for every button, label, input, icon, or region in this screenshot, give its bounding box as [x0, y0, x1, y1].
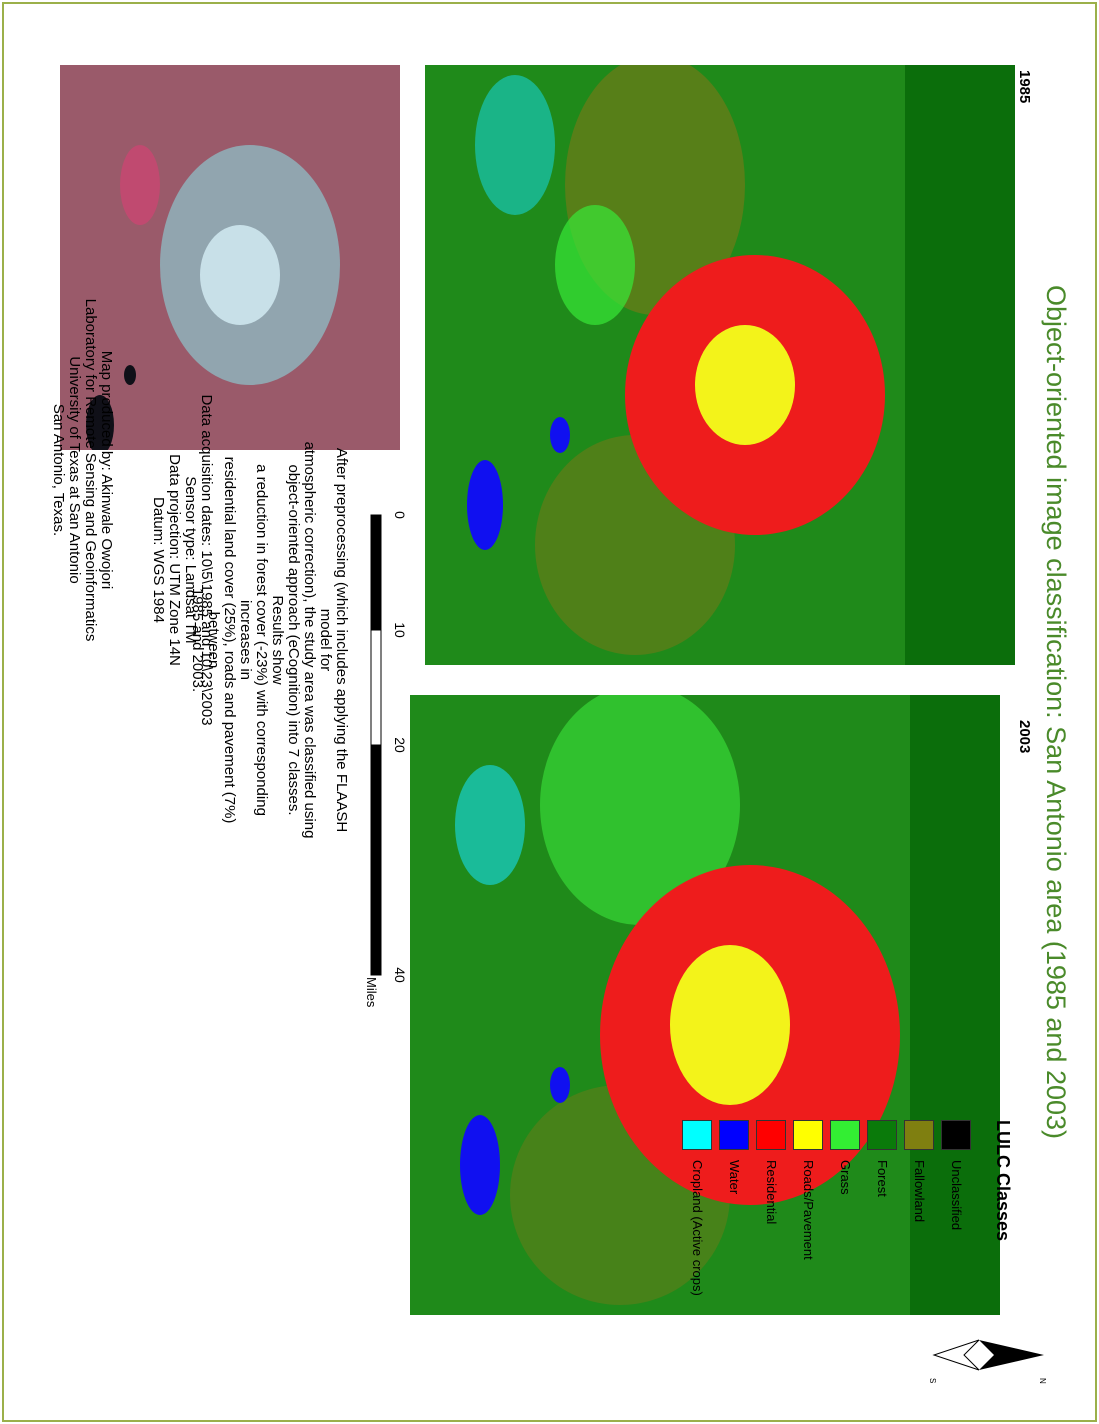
legend-swatch: [793, 1120, 823, 1150]
scale-segment: [371, 515, 381, 630]
map-label: 1985: [1016, 70, 1033, 103]
north-label: N: [1038, 1378, 1047, 1384]
legend-label: Water: [727, 1160, 742, 1194]
legend-label: Roads/Pavement: [801, 1160, 816, 1260]
legend-swatch: [682, 1120, 712, 1150]
legend-swatch: [941, 1120, 971, 1150]
scale-label: 20: [392, 737, 408, 753]
scale-bar: 0 10 20 40 Miles: [364, 500, 409, 1040]
scale-segment: [371, 630, 381, 745]
page: Object-oriented image classification: Sa…: [0, 0, 1099, 1424]
metadata-line: Datum: WGS 1984: [150, 360, 166, 760]
legend-label: Fallowland: [912, 1160, 927, 1222]
legend-swatch: [719, 1120, 749, 1150]
description-line: atmospheric correction), the study area …: [301, 440, 317, 840]
metadata-line: Data acquisition dates: 10\5\1985 and 10…: [198, 360, 214, 760]
legend-swatch: [756, 1120, 786, 1150]
legend-label: Cropland (Active crops): [690, 1160, 705, 1296]
legend-swatch: [830, 1120, 860, 1150]
legend-label: Residential: [764, 1160, 779, 1224]
map-title: Object-oriented image classification: Sa…: [1040, 0, 1071, 1424]
metadata: Data acquisition dates: 10\5\1985 and 10…: [150, 360, 214, 760]
map-label: 2003: [1016, 720, 1033, 753]
classified-map-1985: [425, 65, 1015, 665]
scale-label: 40: [392, 967, 408, 983]
scale-segment: [371, 745, 381, 975]
legend-label: Unclassified: [949, 1160, 964, 1230]
scale-label: 0: [392, 511, 408, 519]
map-layout: Object-oriented image classification: Sa…: [0, 0, 1099, 1424]
scale-unit: Miles: [364, 977, 379, 1008]
legend-label: Grass: [838, 1160, 853, 1195]
description-line: object-oriented approach (eCognition) in…: [269, 440, 301, 840]
scale-label: 10: [392, 622, 408, 638]
legend-label: Forest: [875, 1160, 890, 1197]
credit-line: San Antonio, Texas.: [50, 270, 66, 670]
north-arrow: N S: [924, 1330, 1054, 1390]
legend: LULC Classes Unclassified Fallowland Fores…: [423, 1120, 1013, 1350]
south-label: S: [928, 1378, 937, 1383]
legend-swatch: [867, 1120, 897, 1150]
description-line: After preprocessing (which includes appl…: [317, 440, 349, 840]
credit-line: University of Texas at San Antonio: [66, 270, 82, 670]
legend-swatch: [904, 1120, 934, 1150]
description-line: a reduction in forest cover (-23%) with …: [237, 440, 269, 840]
metadata-line: Sensor type: Landsat TM: [182, 360, 198, 760]
credit-line: Laboratory for Remote Sensing and Geoinf…: [82, 270, 98, 670]
legend-title: LULC Classes: [992, 1120, 1013, 1241]
credit-line: Map produced by: Akinwale Owojori: [98, 270, 114, 670]
metadata-line: Data projection: UTM Zone 14N: [166, 360, 182, 760]
